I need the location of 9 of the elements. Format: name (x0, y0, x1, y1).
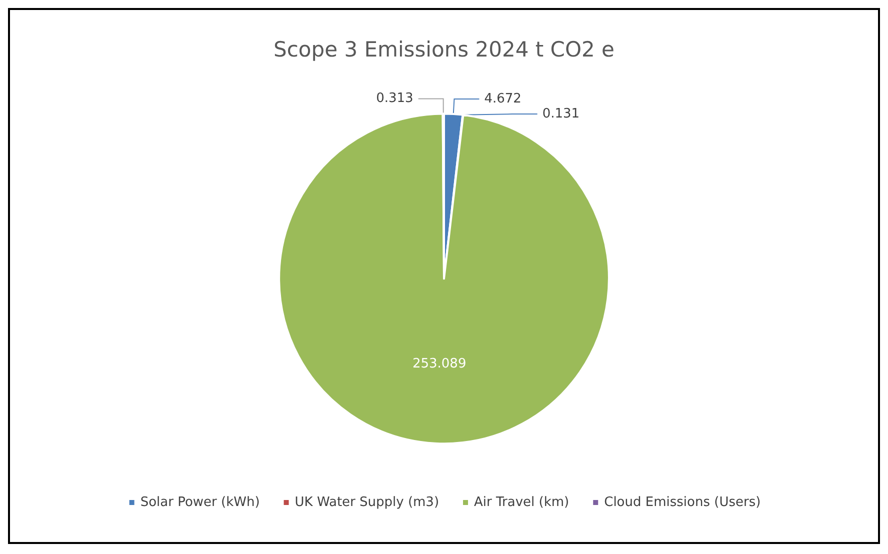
legend-label: Solar Power (kWh) (140, 495, 260, 510)
legend-label: Cloud Emissions (Users) (604, 495, 761, 510)
chart-title: Scope 3 Emissions 2024 t CO2 e (274, 38, 614, 62)
data-label: 0.313 (376, 91, 414, 106)
data-label: 0.131 (542, 106, 580, 122)
data-label: 4.672 (484, 92, 522, 107)
data-label: 253.089 (412, 356, 466, 372)
legend-label: Air Travel (km) (474, 495, 570, 510)
legend-label: UK Water Supply (m3) (294, 495, 440, 510)
